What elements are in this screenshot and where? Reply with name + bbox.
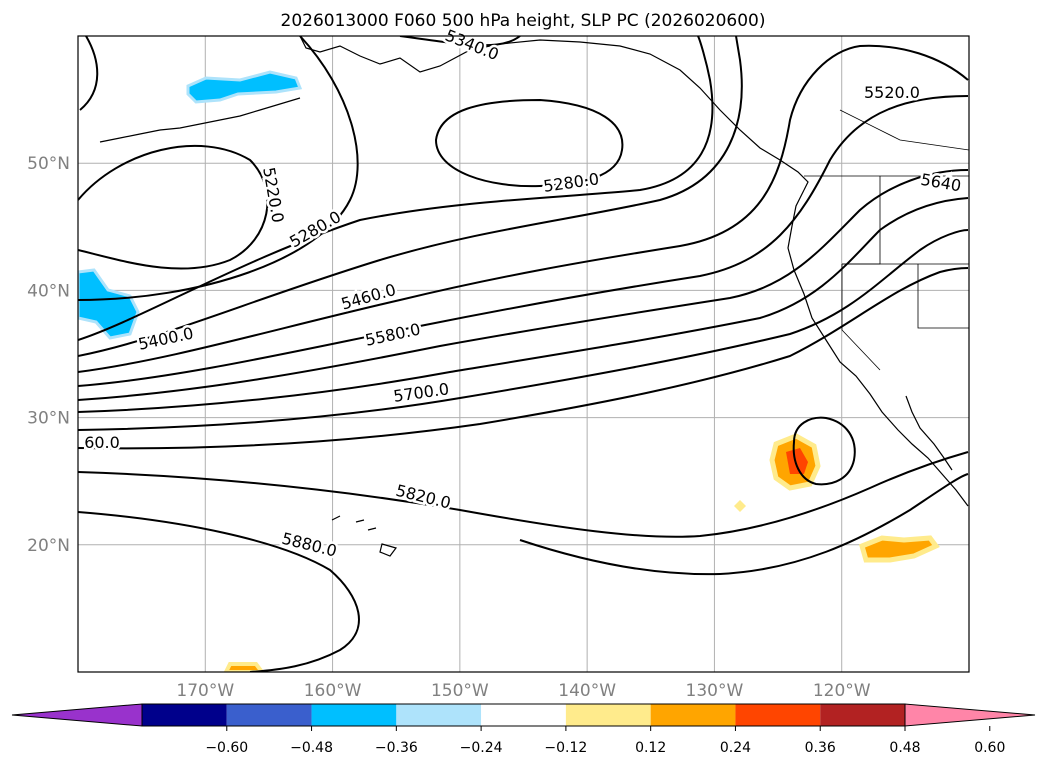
contour-5460 [78, 36, 714, 341]
contour-5220-west [78, 144, 269, 270]
colorbar-tick-label: 0.12 [635, 740, 666, 756]
colorbar-swatch [311, 704, 397, 726]
map-background [78, 36, 969, 672]
contour-5280-central-closed [434, 98, 624, 188]
contour-5400 [78, 36, 743, 357]
map-frame [77, 35, 970, 673]
colorbar-tick-label: −0.12 [544, 740, 587, 756]
anomaly-positive-mexico [858, 535, 940, 563]
aleutian-chain [99, 97, 301, 143]
colorbar-swatch [735, 704, 821, 726]
height-contours [78, 36, 969, 672]
contour-label: 60.0 [84, 433, 120, 452]
contour-5820 [78, 451, 969, 538]
anomaly-shading [78, 70, 940, 672]
contour-5520-b [78, 95, 969, 387]
contour-5520 [78, 44, 969, 373]
colorbar-frame [141, 703, 906, 727]
borders [804, 109, 969, 371]
colorbar-tick-label: −0.36 [375, 740, 418, 756]
anomaly-negative-aleutian [186, 70, 303, 104]
contour-5280-west [78, 36, 359, 301]
lon-tick-label: 170°W [176, 681, 234, 701]
colorbar-tick-label: −0.48 [290, 740, 333, 756]
map-panel: 5220.05340.05280.05280.05520.056405460.0… [77, 23, 970, 673]
coastlines [99, 36, 969, 557]
border-states-2 [841, 264, 881, 371]
colorbar-extend-high [904, 703, 1036, 727]
colorbar-tick-label: 0.24 [720, 740, 751, 756]
colorbar-swatch [481, 704, 566, 726]
colorbar-tick-label: 0.48 [889, 740, 920, 756]
lat-tick-label: 50°N [27, 154, 70, 174]
contour-5640 [78, 197, 969, 413]
contour-label: 5520.0 [864, 83, 920, 102]
anomaly-positive-south [223, 662, 265, 672]
lon-tick-label: 150°W [431, 681, 489, 701]
lat-tick-label: 30°N [27, 409, 70, 429]
contour-closed-low-offshore [792, 416, 856, 486]
colorbar-swatch [226, 704, 312, 726]
anomaly-positive-core [786, 448, 808, 474]
border-states-3 [917, 264, 969, 329]
contour-5760 [78, 267, 969, 450]
alaska-coast [299, 36, 809, 191]
border-alaska-canada [839, 109, 969, 151]
colorbar-tick-label: 0.36 [805, 740, 836, 756]
map-title: 2026013000 F060 500 hPa height, SLP PC (… [281, 11, 766, 31]
contour-5340-top [399, 36, 521, 47]
colorbar-swatch [396, 704, 482, 726]
hawaii-islands [331, 515, 398, 557]
lat-tick-label: 20°N [27, 536, 70, 556]
colorbar-swatch [565, 704, 651, 726]
colorbar-swatch [650, 704, 736, 726]
contour-5880 [78, 511, 360, 672]
north-america-west-coast [787, 189, 969, 507]
contour-5700 [78, 229, 969, 431]
gridlines [78, 36, 969, 672]
colorbar: −0.60 −0.48 −0.36 −0.24 −0.12 0.12 0.24 0.36 0.4… [11, 703, 1036, 756]
anomaly-positive-small [734, 500, 746, 512]
anomaly-negative-west [78, 268, 140, 340]
longitude-labels: 170°W 160°W 150°W 140°W 130°W 120°W [176, 681, 870, 701]
lat-tick-label: 40°N [27, 281, 70, 301]
latitude-labels: 50°N 40°N 30°N 20°N [27, 154, 70, 556]
contour-5580 [78, 169, 969, 401]
lon-tick-label: 120°W [813, 681, 871, 701]
lon-tick-label: 160°W [304, 681, 362, 701]
baja-california [905, 395, 953, 471]
contour-low-northwest [79, 36, 99, 111]
lon-tick-label: 140°W [558, 681, 616, 701]
colorbar-tick-label: −0.24 [460, 740, 503, 756]
colorbar-swatch [142, 704, 227, 726]
colorbar-swatch [820, 704, 905, 726]
colorbar-tick-label: −0.60 [205, 740, 248, 756]
contour-5880-southeast [519, 473, 969, 576]
lon-tick-label: 130°W [686, 681, 744, 701]
colorbar-extend-low [11, 703, 143, 727]
colorbar-tick-label: 0.60 [974, 740, 1005, 756]
